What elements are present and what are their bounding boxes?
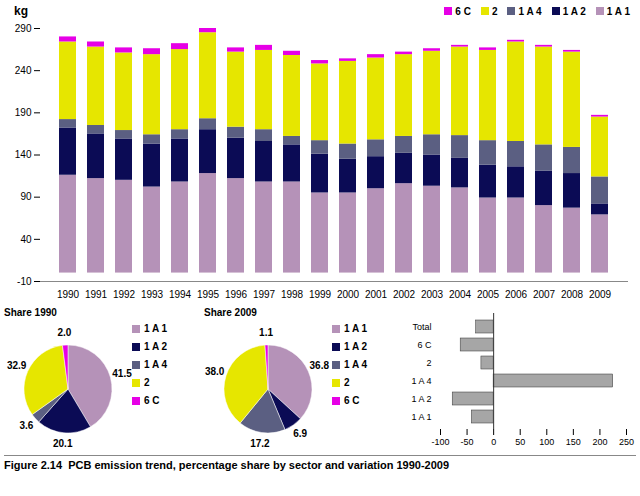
svg-text:1994: 1994 [169,289,192,300]
svg-text:0: 0 [491,437,496,447]
svg-text:2009: 2009 [589,289,612,300]
html-text:1 A 1: 1 A 1 [606,5,630,17]
svg-text:200: 200 [592,437,607,447]
svg-text:1 A 2: 1 A 2 [411,394,431,404]
svg-text:1996: 1996 [225,289,248,300]
svg-text:1 A 2: 1 A 2 [344,341,368,352]
svg-text:6 C: 6 C [417,340,432,350]
svg-text:2000: 2000 [337,289,360,300]
svg-text:2001: 2001 [365,289,388,300]
svg-text:1 A 4: 1 A 4 [411,376,431,386]
svg-text:1 A 4: 1 A 4 [144,359,168,370]
svg-text:1999: 1999 [309,289,332,300]
svg-text:20.1: 20.1 [53,438,73,449]
svg-text:90: 90 [20,191,32,202]
html-text:6 C: 6 C [455,5,471,17]
svg-text:Share 2009: Share 2009 [204,307,257,318]
svg-text:2004: 2004 [449,289,472,300]
html-text:kg: kg [14,4,28,18]
svg-text:Total: Total [412,322,431,332]
html-text:1 A 4: 1 A 4 [518,5,542,17]
svg-text:38.0: 38.0 [205,366,225,377]
svg-text:2003: 2003 [421,289,444,300]
svg-text:1990: 1990 [57,289,80,300]
html-text:1 A 2: 1 A 2 [562,5,586,17]
svg-text:2: 2 [144,377,150,388]
svg-text:100: 100 [539,437,554,447]
svg-text:2006: 2006 [505,289,528,300]
svg-text:1997: 1997 [253,289,276,300]
svg-text:32.9: 32.9 [7,360,27,371]
svg-text:1 A 1: 1 A 1 [344,323,368,334]
svg-text:290: 290 [15,23,32,34]
svg-text:2: 2 [344,377,350,388]
html-text:Figure 2.14 PCB emission trend: Figure 2.14 PCB emission trend, percenta… [4,459,450,471]
svg-text:6.9: 6.9 [293,428,307,439]
svg-text:1 A 1: 1 A 1 [411,412,431,422]
svg-text:1995: 1995 [197,289,220,300]
svg-text:-50: -50 [461,437,474,447]
svg-text:1.1: 1.1 [259,327,273,338]
svg-text:150: 150 [566,437,581,447]
svg-text:240: 240 [15,65,32,76]
svg-text:17.2: 17.2 [250,438,270,449]
svg-text:2005: 2005 [477,289,500,300]
svg-text:2.0: 2.0 [58,327,72,338]
svg-text:3.6: 3.6 [19,420,33,431]
svg-text:2008: 2008 [561,289,584,300]
svg-text:2: 2 [426,358,431,368]
svg-text:1993: 1993 [141,289,164,300]
svg-text:6 C: 6 C [344,395,360,406]
svg-text:36.8: 36.8 [310,360,330,371]
svg-text:-10: -10 [17,276,32,287]
svg-text:-100: -100 [431,437,449,447]
svg-text:Share 1990: Share 1990 [4,307,57,318]
svg-text:1992: 1992 [113,289,136,300]
svg-text:1 A 4: 1 A 4 [344,359,368,370]
svg-text:140: 140 [15,149,32,160]
html-text:2: 2 [491,5,498,17]
svg-text:2007: 2007 [533,289,556,300]
svg-text:250: 250 [619,437,634,447]
svg-text:190: 190 [15,107,32,118]
svg-text:1 A 1: 1 A 1 [144,323,168,334]
svg-text:41.5: 41.5 [112,368,132,379]
svg-text:50: 50 [515,437,525,447]
svg-text:40: 40 [20,234,32,245]
svg-text:1 A 2: 1 A 2 [144,341,168,352]
svg-text:2002: 2002 [393,289,416,300]
svg-text:1991: 1991 [85,289,108,300]
svg-text:6 C: 6 C [144,395,160,406]
svg-text:1998: 1998 [281,289,304,300]
